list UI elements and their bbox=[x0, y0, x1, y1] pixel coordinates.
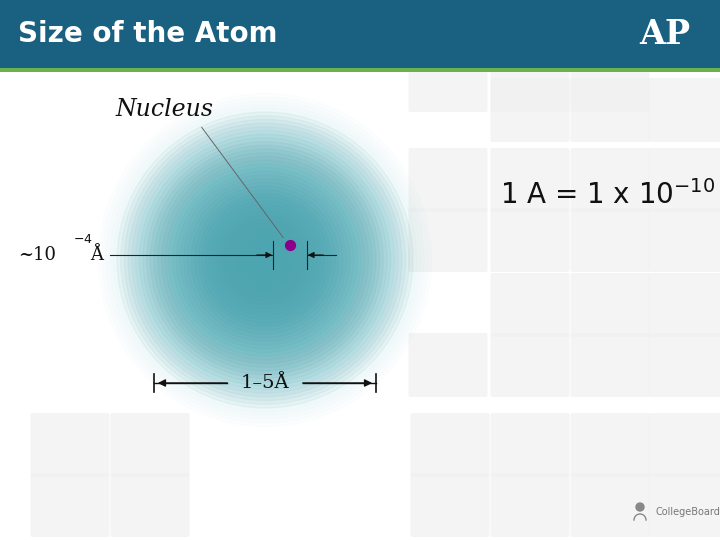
FancyBboxPatch shape bbox=[408, 333, 487, 397]
Circle shape bbox=[239, 234, 291, 286]
Circle shape bbox=[125, 119, 405, 401]
FancyBboxPatch shape bbox=[110, 413, 189, 477]
Circle shape bbox=[184, 179, 346, 341]
FancyBboxPatch shape bbox=[408, 148, 487, 212]
FancyBboxPatch shape bbox=[490, 48, 570, 112]
FancyBboxPatch shape bbox=[490, 333, 570, 397]
FancyBboxPatch shape bbox=[490, 148, 570, 212]
Text: $-4$: $-4$ bbox=[73, 233, 93, 246]
Circle shape bbox=[117, 112, 413, 408]
Circle shape bbox=[128, 123, 402, 397]
Circle shape bbox=[202, 197, 328, 323]
FancyBboxPatch shape bbox=[410, 473, 490, 537]
Circle shape bbox=[194, 190, 336, 330]
Circle shape bbox=[243, 238, 287, 282]
FancyBboxPatch shape bbox=[30, 473, 109, 537]
FancyBboxPatch shape bbox=[649, 78, 720, 142]
Circle shape bbox=[154, 149, 376, 371]
Circle shape bbox=[261, 256, 269, 264]
Circle shape bbox=[217, 212, 313, 308]
FancyBboxPatch shape bbox=[570, 333, 649, 397]
Circle shape bbox=[165, 160, 365, 360]
FancyBboxPatch shape bbox=[570, 273, 649, 337]
Circle shape bbox=[173, 167, 358, 353]
Bar bbox=[0, 68, 720, 72]
Circle shape bbox=[228, 223, 302, 297]
Point bbox=[284, 241, 296, 249]
FancyBboxPatch shape bbox=[649, 273, 720, 337]
Circle shape bbox=[147, 141, 383, 379]
Text: Å: Å bbox=[90, 246, 103, 264]
Circle shape bbox=[246, 241, 284, 279]
Circle shape bbox=[191, 186, 339, 334]
Circle shape bbox=[180, 175, 350, 345]
Circle shape bbox=[121, 116, 409, 404]
FancyBboxPatch shape bbox=[410, 413, 490, 477]
FancyBboxPatch shape bbox=[110, 473, 189, 537]
Circle shape bbox=[168, 164, 361, 356]
FancyBboxPatch shape bbox=[490, 208, 570, 272]
Circle shape bbox=[158, 153, 372, 367]
FancyBboxPatch shape bbox=[570, 413, 649, 477]
FancyBboxPatch shape bbox=[490, 473, 570, 537]
Text: 1–5Å: 1–5Å bbox=[240, 374, 289, 392]
Circle shape bbox=[176, 171, 354, 349]
Circle shape bbox=[232, 227, 298, 293]
Text: CollegeBoard: CollegeBoard bbox=[655, 507, 720, 517]
Circle shape bbox=[132, 127, 398, 393]
FancyBboxPatch shape bbox=[570, 48, 649, 112]
FancyBboxPatch shape bbox=[649, 333, 720, 397]
FancyBboxPatch shape bbox=[570, 208, 649, 272]
Circle shape bbox=[251, 245, 280, 275]
Text: 1 A = 1 x 10$^{-10}$ m: 1 A = 1 x 10$^{-10}$ m bbox=[500, 180, 720, 210]
FancyBboxPatch shape bbox=[649, 148, 720, 212]
Circle shape bbox=[150, 145, 379, 375]
Circle shape bbox=[258, 253, 272, 267]
FancyBboxPatch shape bbox=[649, 208, 720, 272]
Bar bbox=[0, 0, 720, 68]
FancyBboxPatch shape bbox=[490, 78, 570, 142]
FancyBboxPatch shape bbox=[408, 208, 487, 272]
Text: AP: AP bbox=[639, 17, 690, 51]
Circle shape bbox=[235, 231, 294, 289]
Circle shape bbox=[206, 201, 324, 319]
Text: Nucleus: Nucleus bbox=[115, 98, 213, 122]
Circle shape bbox=[213, 208, 317, 312]
FancyBboxPatch shape bbox=[649, 473, 720, 537]
Circle shape bbox=[187, 183, 343, 338]
Text: Size of the Atom: Size of the Atom bbox=[18, 20, 277, 48]
Circle shape bbox=[139, 134, 391, 386]
Circle shape bbox=[225, 219, 306, 301]
Circle shape bbox=[254, 249, 276, 271]
FancyBboxPatch shape bbox=[408, 48, 487, 112]
Circle shape bbox=[135, 131, 395, 389]
Circle shape bbox=[210, 205, 320, 315]
Circle shape bbox=[199, 193, 332, 327]
FancyBboxPatch shape bbox=[649, 413, 720, 477]
FancyBboxPatch shape bbox=[490, 413, 570, 477]
FancyBboxPatch shape bbox=[570, 148, 649, 212]
FancyBboxPatch shape bbox=[490, 273, 570, 337]
Circle shape bbox=[143, 138, 387, 382]
FancyBboxPatch shape bbox=[570, 78, 649, 142]
FancyBboxPatch shape bbox=[30, 413, 109, 477]
Circle shape bbox=[220, 215, 310, 305]
FancyBboxPatch shape bbox=[570, 473, 649, 537]
Circle shape bbox=[161, 157, 369, 363]
Circle shape bbox=[636, 503, 644, 511]
Text: ~10: ~10 bbox=[18, 246, 56, 264]
